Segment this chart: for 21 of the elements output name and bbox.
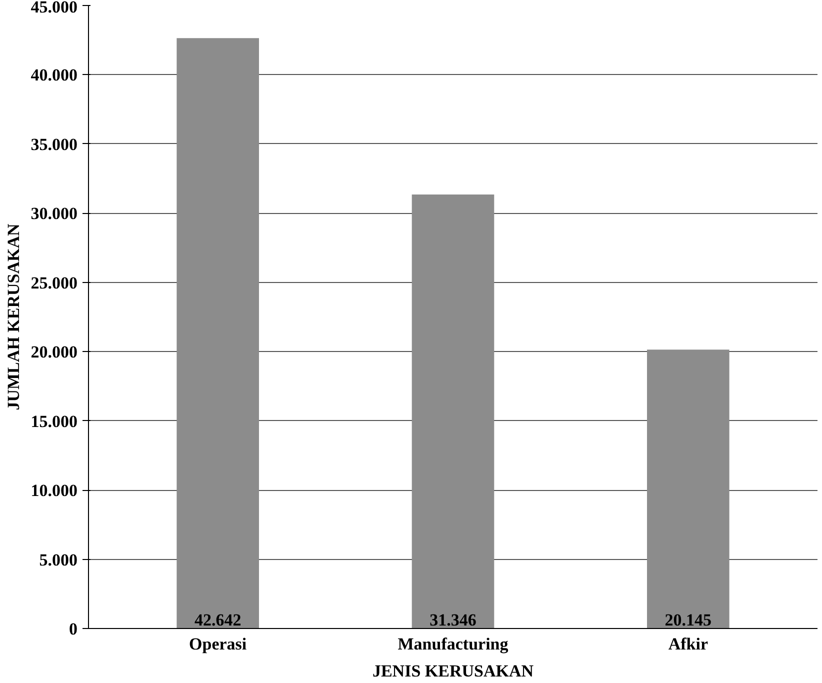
x-tick-label: Manufacturing (398, 634, 509, 654)
y-tick-label: 20.000 (30, 342, 78, 362)
y-tick-label: 0 (69, 620, 78, 638)
data-label: 31.346 (430, 610, 476, 630)
y-tick-label: 40.000 (30, 66, 78, 85)
y-tick-label: 45.000 (30, 0, 78, 16)
data-label: 20.145 (664, 610, 712, 630)
x-tick-label: Afkir (668, 634, 708, 654)
x-tick-label: Operasi (189, 634, 247, 654)
data-label: 42.642 (194, 610, 242, 630)
y-tick-label: 15.000 (30, 412, 78, 431)
y-tick-label: 25.000 (30, 273, 78, 292)
bar (647, 350, 730, 628)
y-tick-label: 35.000 (30, 134, 78, 154)
bar (412, 194, 494, 628)
y-tick-label: 5.000 (39, 550, 78, 570)
y-tick-label: 10.000 (30, 481, 78, 500)
y-tick-label: 30.000 (30, 204, 78, 224)
x-axis-title: JENIS KERUSAKAN (372, 662, 534, 680)
y-axis-title: JUMLAH KERUSAKAN (4, 223, 23, 410)
bar (176, 38, 259, 628)
